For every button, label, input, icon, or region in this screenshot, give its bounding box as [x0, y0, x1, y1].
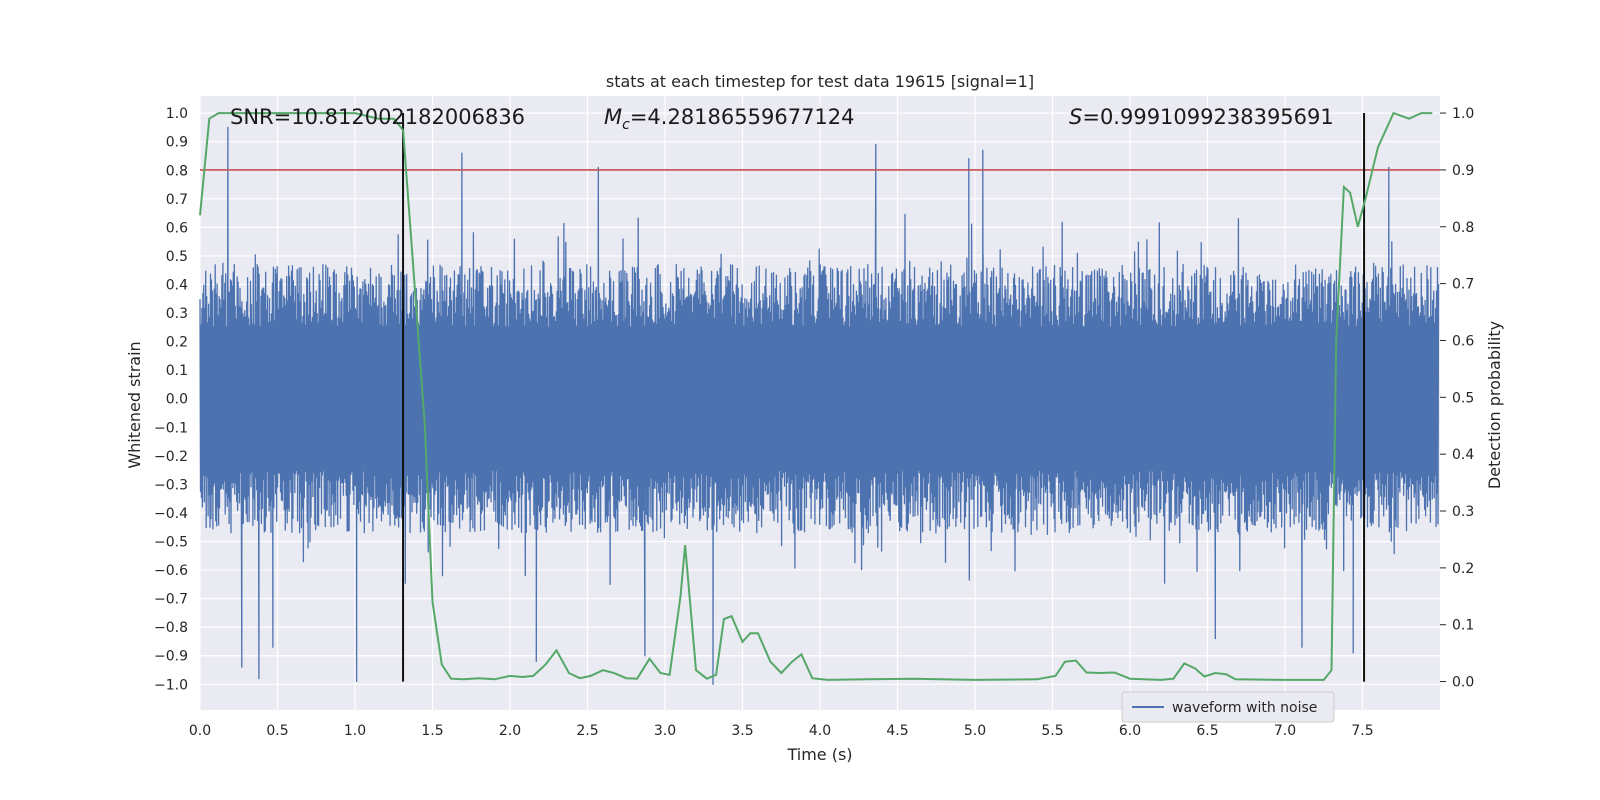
- probability-line: [199, 111, 1433, 681]
- y-left-tick-label: 0.2: [166, 335, 188, 351]
- y-right-tick-label: 0.2: [1452, 561, 1474, 577]
- mc-symbol: M: [604, 105, 622, 129]
- y-left-axis-label: Whitened strain: [125, 341, 144, 468]
- x-tick-label: 4.5: [886, 723, 908, 739]
- y-left-tick-label: −0.1: [154, 420, 188, 436]
- x-tick-label: 7.0: [1274, 723, 1296, 739]
- waveform-series: [199, 126, 1440, 685]
- y-right-tick-label: 0.4: [1452, 447, 1474, 463]
- y-left-tick-label: 0.6: [166, 220, 188, 236]
- y-left-tick-label: 0.8: [166, 163, 188, 179]
- x-tick-label: 2.5: [576, 723, 598, 739]
- x-tick-label: 0.5: [266, 723, 288, 739]
- chirp-mass-annotation: Mc=4.28186559677124: [604, 105, 855, 133]
- legend: waveform with noise: [1121, 691, 1335, 723]
- y-left-tick-label: −0.6: [154, 563, 188, 579]
- x-tick-label: 7.5: [1351, 723, 1373, 739]
- y-left-tick-label: 1.0: [166, 106, 188, 122]
- x-tick-label: 3.5: [731, 723, 753, 739]
- y-left-tick-label: 0.3: [166, 306, 188, 322]
- y-left-tick-label: 0.7: [166, 192, 188, 208]
- x-tick-label: 5.0: [964, 723, 986, 739]
- y-left-ticks: 1.0 0.9 0.8 0.7 0.6 0.5 0.4 0.3 0.2 0.1 0.0 −0.1 −0.…: [154, 106, 188, 693]
- legend-entry: waveform with noise: [1172, 700, 1317, 716]
- y-right-tick-label: 0.5: [1452, 390, 1474, 406]
- x-tick-label: 1.0: [344, 723, 366, 739]
- y-left-tick-label: 0.5: [166, 249, 188, 265]
- y-left-tick-label: −0.9: [154, 649, 188, 665]
- y-left-tick-label: 0.0: [166, 392, 188, 408]
- waveform-line: [199, 126, 1440, 685]
- y-left-tick-label: −0.2: [154, 449, 188, 465]
- s-symbol: S: [1069, 105, 1082, 129]
- y-right-tick-label: 0.7: [1452, 277, 1474, 293]
- x-tick-label: 3.0: [654, 723, 676, 739]
- y-left-tick-label: −1.0: [154, 677, 188, 693]
- y-left-tick-label: 0.9: [166, 135, 188, 151]
- vertical-markers: [402, 113, 1366, 682]
- y-right-ticks: 0.0 0.1 0.2 0.3 0.4 0.5 0.6 0.7 0.8 0.9 1.0: [1440, 106, 1474, 691]
- mc-subscript: c: [622, 117, 630, 133]
- y-right-tick-label: 0.6: [1452, 333, 1474, 349]
- y-left-tick-label: 0.4: [166, 277, 188, 293]
- snr-annotation: SNR=10.812002182006836: [230, 105, 525, 129]
- y-left-tick-label: −0.5: [154, 535, 188, 551]
- y-right-tick-label: 0.3: [1452, 504, 1474, 520]
- y-left-tick-label: −0.7: [154, 592, 188, 608]
- x-axis-ticks: 0.0 0.5 1.0 1.5 2.0 2.5 3.0 3.5 4.0 4.5 5.0 5.5 6.0 6…: [189, 723, 1374, 739]
- y-left-tick-label: −0.4: [154, 506, 188, 522]
- mc-value: =4.28186559677124: [630, 105, 855, 129]
- x-tick-label: 2.0: [499, 723, 521, 739]
- y-left-tick-label: −0.3: [154, 477, 188, 493]
- legend-box: [1121, 691, 1335, 723]
- y-left-tick-label: 0.1: [166, 363, 188, 379]
- x-tick-label: 5.5: [1041, 723, 1063, 739]
- chart-title: stats at each timestep for test data 196…: [606, 72, 1034, 91]
- x-tick-label: 0.0: [189, 723, 211, 739]
- y-right-tick-label: 0.1: [1452, 618, 1474, 634]
- y-right-tick-label: 0.8: [1452, 220, 1474, 236]
- y-right-tick-label: 0.0: [1452, 675, 1474, 691]
- probability-series: [199, 111, 1433, 681]
- x-tick-label: 6.0: [1119, 723, 1141, 739]
- x-tick-label: 1.5: [421, 723, 443, 739]
- s-value: =0.9991099238395691: [1082, 105, 1333, 129]
- y-right-tick-label: 0.9: [1452, 163, 1474, 179]
- y-left-tick-label: −0.8: [154, 620, 188, 636]
- y-right-tick-label: 1.0: [1452, 106, 1474, 122]
- x-axis-label: Time (s): [786, 745, 852, 764]
- y-right-axis-label: Detection probability: [1485, 321, 1504, 489]
- score-annotation: S=0.9991099238395691: [1069, 105, 1334, 129]
- x-tick-label: 6.5: [1196, 723, 1218, 739]
- x-tick-label: 4.0: [809, 723, 831, 739]
